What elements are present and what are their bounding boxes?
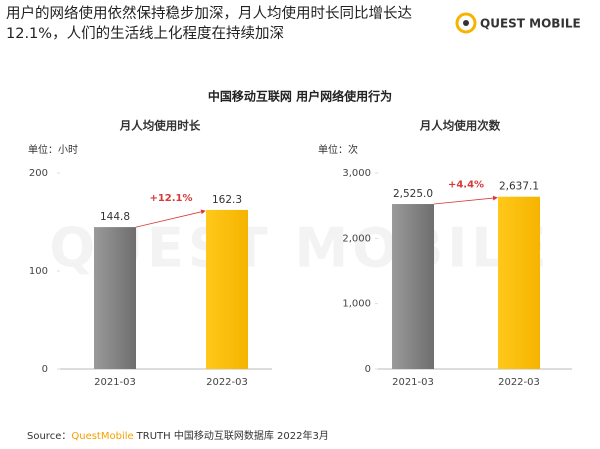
- growth-label: +12.1%: [149, 193, 192, 204]
- logo-icon: [455, 12, 477, 34]
- title-line: 用户的网络使用依然保持稳步加深，月人均使用时长同比增长达: [6, 5, 412, 22]
- y-tick-label: 3,000: [342, 168, 371, 179]
- logo-text: QUEST MOBILE: [480, 17, 581, 31]
- y-tick-label: 0: [42, 364, 48, 375]
- value-label: 144.8: [100, 211, 130, 223]
- y-tick-label: 1,000: [342, 299, 371, 310]
- section-title: 中国移动互联网 用户网络使用行为: [208, 89, 392, 104]
- bar: [94, 227, 136, 369]
- y-tick-label: 100: [29, 266, 48, 277]
- logo: QUEST MOBILE: [455, 12, 581, 34]
- y-tick-label: 2,000: [342, 233, 371, 244]
- growth-label: +4.4%: [448, 180, 484, 191]
- source-prefix: Source：: [27, 431, 71, 442]
- chart-title: 月人均使用时长: [119, 119, 201, 133]
- title-line: 12.1%，人们的生活线上化程度在持续加深: [6, 25, 284, 42]
- y-tick-label: 200: [29, 168, 48, 179]
- source-rest: TRUTH 中国移动互联网数据库 2022年3月: [136, 429, 329, 442]
- value-label: 162.3: [212, 194, 242, 206]
- bar: [498, 196, 540, 369]
- x-tick-label: 2021-03: [94, 377, 136, 388]
- chart-title: 月人均使用次数: [419, 119, 501, 133]
- x-tick-label: 2022-03: [206, 377, 248, 388]
- bar: [392, 204, 434, 369]
- bar: [206, 209, 248, 369]
- growth-arrow: [135, 209, 206, 228]
- y-tick-label: 0: [365, 364, 371, 375]
- logo-icon: [463, 20, 469, 26]
- x-tick-label: 2021-03: [392, 377, 434, 388]
- x-tick-label: 2022-03: [498, 377, 540, 388]
- value-label: 2,637.1: [499, 181, 539, 193]
- growth-arrow: [433, 195, 498, 205]
- source: Source：QuestMobile TRUTH 中国移动互联网数据库 2022年…: [27, 429, 329, 442]
- source-brand: QuestMobile: [71, 431, 133, 442]
- unit-label: 单位：小时: [28, 143, 78, 156]
- unit-label: 单位：次: [318, 143, 358, 156]
- value-label: 2,525.0: [393, 188, 433, 200]
